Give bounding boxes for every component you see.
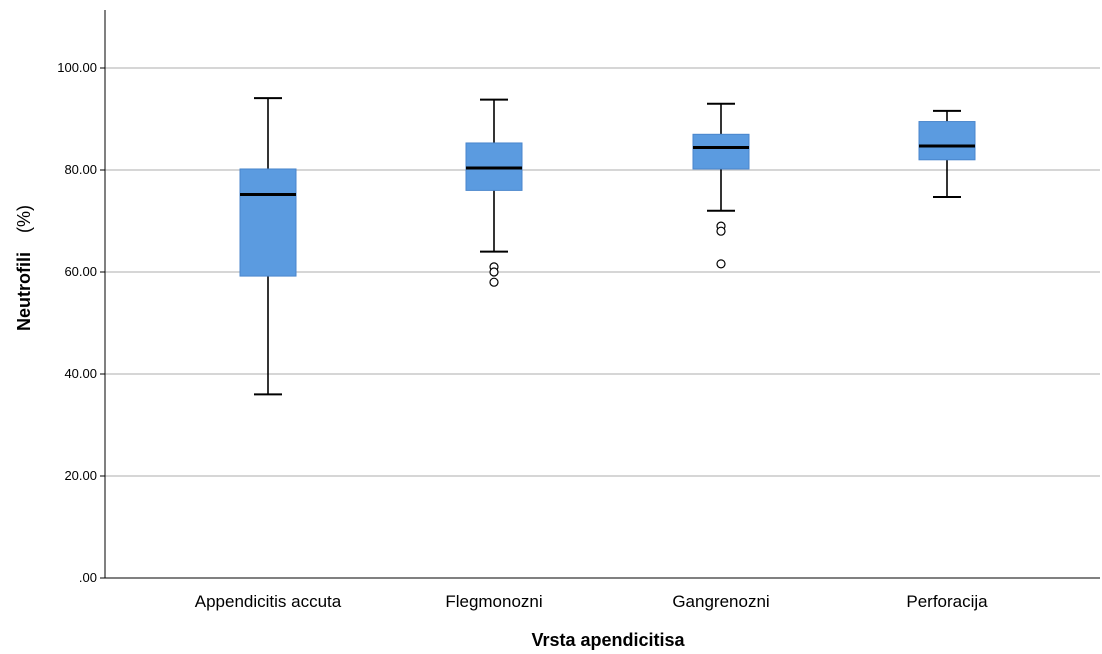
x-tick-label: Gangrenozni (672, 592, 769, 611)
box-4 (918, 109, 976, 199)
iqr-box (692, 133, 750, 170)
y-tick-label: 60.00 (64, 264, 97, 279)
x-tick-label: Perforacija (906, 592, 988, 611)
y-tick-label: 100.00 (57, 60, 97, 75)
x-tick-label: Flegmonozni (445, 592, 542, 611)
y-tick-labels: .00 20.00 40.00 60.00 80.00 100.00 (57, 60, 105, 585)
y-tick-label: 80.00 (64, 162, 97, 177)
boxes (239, 97, 976, 396)
outlier-point (489, 277, 499, 287)
x-tick-labels: Appendicitis accuta Flegmonozni Gangrenozn… (195, 592, 988, 611)
y-tick-label: 20.00 (64, 468, 97, 483)
box-2 (465, 98, 523, 287)
outlier-point (489, 267, 499, 277)
x-tick-label: Appendicitis accuta (195, 592, 342, 611)
axes (104, 10, 1100, 579)
y-axis-title-text: Neutrofili (14, 252, 34, 331)
box-1 (239, 97, 297, 396)
y-axis-title: Neutrofili (%) (14, 205, 34, 331)
y-axis-title-group: Neutrofili (%) (14, 205, 34, 331)
iqr-box (918, 121, 976, 161)
y-axis-title-unit: (%) (14, 205, 34, 233)
iqr-box (239, 168, 297, 277)
outlier-point (716, 259, 726, 269)
y-tick-label: 40.00 (64, 366, 97, 381)
box-3 (692, 102, 750, 269)
outlier-point (716, 226, 726, 236)
x-axis-title: Vrsta apendicitisa (531, 630, 685, 650)
y-tick-label: .00 (79, 570, 97, 585)
